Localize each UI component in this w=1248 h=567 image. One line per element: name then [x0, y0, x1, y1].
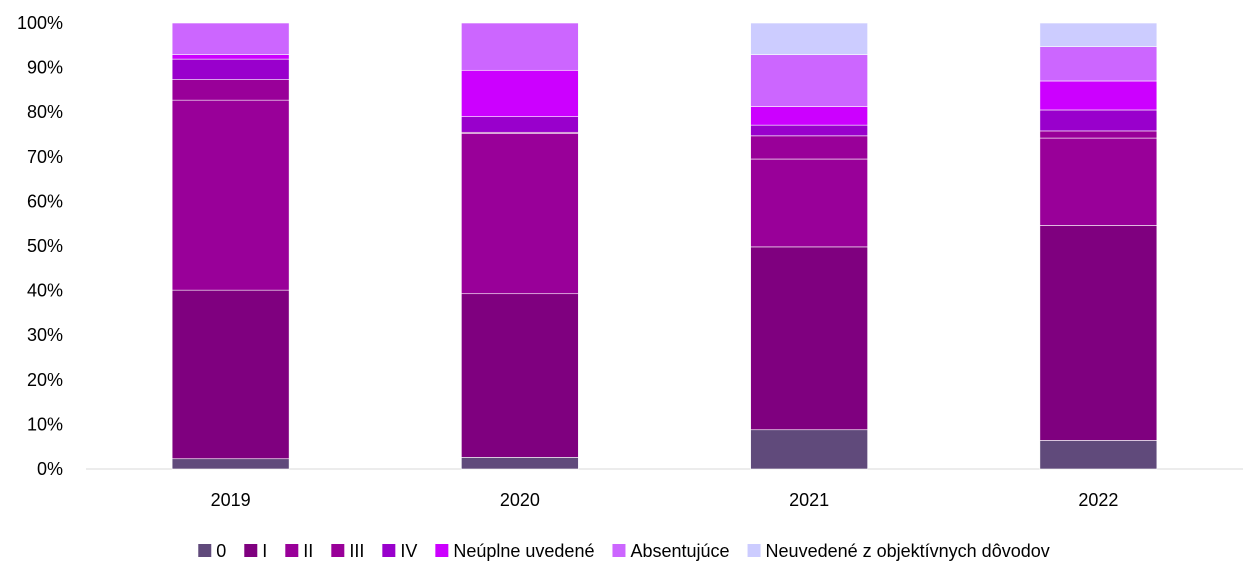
x-axis-tick-labels: 2019 2020 2021 2022 [211, 490, 1119, 510]
legend-item: III [331, 541, 364, 561]
legend-item: II [285, 541, 313, 561]
bar-segment-2020-series-4 [461, 116, 579, 133]
bar-segment-2022-series-2 [1039, 137, 1158, 226]
legend-swatch [331, 544, 345, 557]
bar-segment-2021-series-0 [750, 429, 868, 470]
y-tick-label: 30% [27, 325, 63, 345]
bar-segment-2022-series-5 [1039, 80, 1158, 111]
legend-swatch [612, 544, 626, 557]
legend-swatch [198, 544, 212, 557]
y-tick-label: 10% [27, 414, 63, 434]
bar-segment-2021-series-5 [750, 106, 868, 126]
bar-segment-2022-series-1 [1039, 225, 1158, 441]
bar-segment-2020-series-1 [461, 293, 579, 458]
y-tick-label: 50% [27, 236, 63, 256]
y-tick-label: 70% [27, 147, 63, 167]
y-tick-label: 20% [27, 370, 63, 390]
legend-label: III [349, 541, 364, 561]
bar-segment-2022-series-0 [1039, 440, 1158, 470]
bar-segment-2021-series-4 [750, 124, 868, 137]
legend-label: 0 [216, 541, 226, 561]
y-tick-label: 40% [27, 281, 63, 301]
legend-label: Neúplne uvedené [453, 541, 594, 561]
x-tick-label: 2021 [789, 490, 829, 510]
bar-segment-2019-series-3 [171, 79, 290, 101]
legend-swatch [382, 544, 396, 557]
x-tick-label: 2020 [500, 490, 540, 510]
legend-label: I [262, 541, 267, 561]
legend-item: Absentujúce [612, 541, 730, 561]
y-tick-label: 0% [37, 459, 63, 479]
legend-item: IV [382, 541, 417, 561]
legend-swatch [285, 544, 299, 557]
bar-segment-2019-series-1 [171, 289, 290, 460]
legend-item: 0 [198, 541, 226, 561]
legend-swatch [244, 544, 258, 557]
legend-item: Neuvedené z objektívnych dôvodov [747, 541, 1050, 561]
bar-segment-2021-series-7 [750, 22, 868, 55]
bar-stacks [171, 22, 1158, 470]
y-tick-label: 80% [27, 102, 63, 122]
legend-item: I [244, 541, 267, 561]
legend: 0 I II III IV Neúplne uvedené Absentujúce Neuve… [198, 541, 1050, 561]
bar-segment-2022-series-3 [1039, 130, 1158, 139]
y-tick-label: 90% [27, 58, 63, 78]
bar-segment-2022-series-6 [1039, 46, 1158, 82]
bar-segment-2021-series-1 [750, 246, 868, 431]
x-tick-label: 2019 [211, 490, 251, 510]
legend-swatch [435, 544, 449, 557]
bar-segment-2019-series-6 [171, 22, 290, 55]
bar-segment-2020-series-2 [461, 133, 579, 295]
y-tick-label: 60% [27, 191, 63, 211]
x-tick-label: 2022 [1078, 490, 1118, 510]
bar-segment-2022-series-7 [1039, 22, 1158, 47]
bar-segment-2022-series-4 [1039, 109, 1158, 132]
bar-segment-2019-series-2 [171, 99, 290, 291]
bar-segment-2019-series-5 [171, 54, 290, 60]
bar-segment-2020-series-6 [461, 22, 579, 71]
bar-segment-2019-series-0 [171, 458, 290, 470]
y-axis-tick-labels: 0% 10% 20% 30% 40% 50% 60% 70% 80% 90% 100% [17, 13, 63, 479]
y-tick-label: 100% [17, 13, 63, 33]
bar-segment-2020-series-5 [461, 69, 579, 117]
bar-segment-2020-series-0 [461, 457, 579, 470]
bar-segment-2021-series-6 [750, 54, 868, 107]
legend-label: Absentujúce [630, 541, 729, 561]
bar-segment-2019-series-4 [171, 58, 290, 80]
legend-label: II [303, 541, 313, 561]
legend-label: IV [400, 541, 417, 561]
legend-label: Neuvedené z objektívnych dôvodov [766, 541, 1050, 561]
legend-item: Neúplne uvedené [435, 541, 594, 561]
bar-segment-2021-series-2 [750, 158, 868, 248]
legend-swatch [747, 544, 761, 557]
bar-segment-2021-series-3 [750, 135, 868, 160]
